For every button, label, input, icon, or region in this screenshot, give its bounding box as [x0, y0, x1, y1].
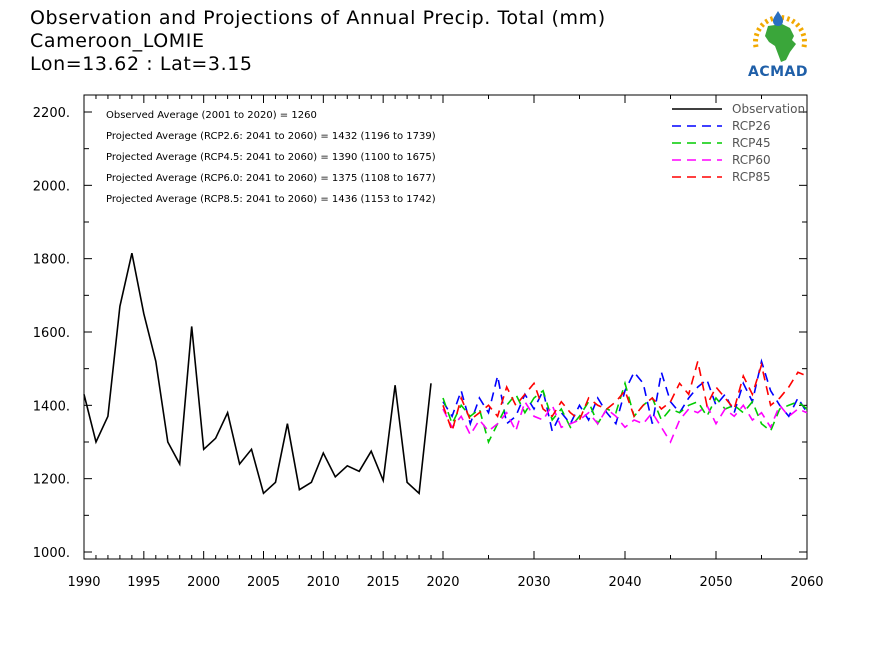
- annotation-line: Projected Average (RCP2.6: 2041 to 2060)…: [106, 131, 436, 142]
- x-tick-label: 2005: [247, 575, 280, 590]
- annotation-line: Projected Average (RCP8.5: 2041 to 2060)…: [106, 194, 436, 205]
- x-tick-label: 1995: [127, 575, 160, 590]
- y-tick-label: 1800.: [33, 253, 70, 268]
- logo-text: ACMAD: [748, 64, 808, 80]
- acmad-logo: ACMAD: [738, 8, 818, 84]
- y-axis: 2200. 2000. 1800. 1600. 1400. 1200. 1000.: [33, 106, 807, 561]
- annotation-line: Projected Average (RCP6.0: 2041 to 2060)…: [106, 173, 436, 184]
- y-tick-label: 2200.: [33, 106, 70, 121]
- y-tick-label: 1200.: [33, 473, 70, 488]
- x-tick-label: 2010: [307, 575, 340, 590]
- annotation-line: Observed Average (2001 to 2020) = 1260: [106, 110, 317, 121]
- legend-label: RCP45: [732, 136, 771, 150]
- series-line-rcp45: [442, 380, 808, 445]
- legend-label: RCP26: [732, 119, 771, 133]
- legend-label: RCP85: [732, 170, 771, 184]
- location-coords: Lon=13.62 : Lat=3.15: [30, 53, 253, 75]
- series-line-rcp60: [442, 399, 808, 444]
- legend-label: RCP60: [732, 153, 771, 167]
- legend-label: Observation: [732, 102, 805, 116]
- y-tick-label: 1400.: [33, 399, 70, 414]
- location-name: Cameroon_LOMIE: [30, 30, 205, 52]
- x-tick-label: 2040: [608, 575, 641, 590]
- annotation-line: Projected Average (RCP4.5: 2041 to 2060)…: [106, 152, 436, 163]
- x-tick-label: 2020: [426, 575, 459, 590]
- series-line-rcp26: [442, 358, 808, 434]
- x-tick-label: 2000: [187, 575, 220, 590]
- x-tick-label: 2060: [790, 575, 823, 590]
- annotations: Observed Average (2001 to 2020) = 1260 Pr…: [106, 110, 436, 205]
- x-tick-label: 2015: [367, 575, 400, 590]
- series-line-rcp85: [442, 361, 808, 434]
- x-tick-label: 1990: [67, 575, 100, 590]
- series-line-observation: [83, 253, 432, 495]
- x-tick-label: 2030: [517, 575, 550, 590]
- x-axis: 1990 1995 2000 2005 2010 2015 2020 2030 2040 2050…: [67, 95, 824, 590]
- legend: Observation RCP26 RCP45 RCP60 RCP85: [672, 102, 805, 184]
- chart-header: Observation and Projections of Annual Pr…: [30, 7, 606, 76]
- series-group: [83, 253, 808, 495]
- y-tick-label: 1000.: [33, 546, 70, 561]
- acmad-logo-icon: [752, 11, 808, 62]
- plot-frame: [83, 94, 808, 560]
- y-tick-label: 2000.: [33, 179, 70, 194]
- y-tick-label: 1600.: [33, 326, 70, 341]
- x-tick-label: 2050: [699, 575, 732, 590]
- chart-title: Observation and Projections of Annual Pr…: [30, 7, 606, 29]
